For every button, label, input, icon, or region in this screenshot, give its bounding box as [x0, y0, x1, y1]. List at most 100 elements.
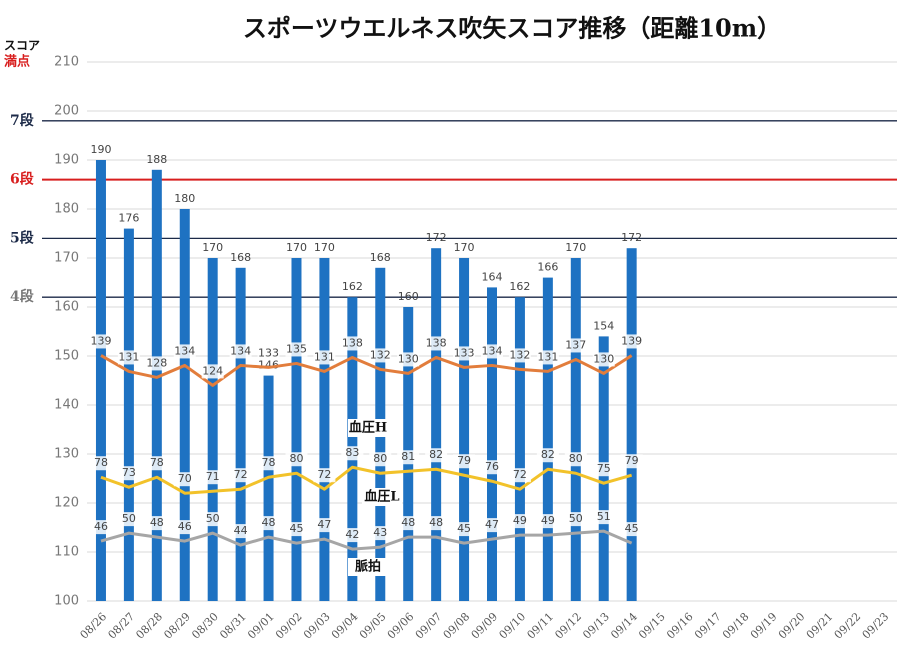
label-bg [313, 468, 336, 483]
label-bg [481, 344, 503, 359]
x-tick-label: 08/30 [189, 610, 221, 642]
series-value-label: 47 [317, 518, 331, 531]
label-bg [348, 558, 388, 576]
label-bg [425, 516, 448, 531]
series-value-label: 73 [122, 466, 136, 479]
label-bg [425, 336, 448, 351]
label-bg [397, 450, 420, 465]
label-bg [348, 419, 388, 437]
label-bg [508, 514, 531, 529]
reference-label: 7段 [10, 112, 34, 129]
label-bg [341, 336, 364, 351]
series-name: 血圧H [349, 420, 387, 436]
series-value-label: 128 [146, 356, 167, 369]
bar [514, 297, 525, 601]
y-tick-label: 160 [54, 300, 79, 315]
series-value-label: 49 [513, 514, 527, 527]
y-tick-label: 100 [54, 594, 79, 609]
series-value-label: 78 [94, 456, 108, 469]
value-label: 170 [314, 241, 335, 254]
series-value-label: 133 [454, 346, 475, 359]
label-bg [620, 522, 643, 537]
bar [291, 258, 302, 601]
bar [459, 258, 470, 601]
label-bg [145, 456, 168, 471]
series-value-label: 50 [206, 512, 220, 525]
x-tick-label: 08/28 [133, 610, 165, 642]
value-label: 180 [174, 192, 195, 205]
label-bg [620, 334, 643, 349]
label-bg [201, 364, 224, 379]
x-tick-label: 09/02 [273, 610, 305, 642]
label-bg [362, 488, 402, 506]
bar [431, 248, 442, 601]
series-value-label: 72 [513, 468, 527, 481]
label-bg [117, 512, 140, 527]
x-tick-label: 09/19 [748, 610, 780, 642]
x-tick-label: 09/11 [524, 610, 556, 642]
series-value-label: 130 [593, 352, 614, 365]
x-tick-label: 09/12 [552, 610, 584, 642]
label-bg [313, 518, 336, 533]
series-value-label: 131 [537, 350, 558, 363]
series-value-label: 132 [509, 348, 530, 361]
label-bg [508, 348, 531, 363]
label-bg [592, 510, 615, 525]
x-tick-label: 08/31 [217, 610, 249, 642]
label-bg [285, 522, 308, 537]
series-line [100, 354, 633, 387]
series-value-label: 79 [625, 454, 639, 467]
label-bg [201, 470, 224, 485]
x-tick-label: 09/10 [497, 610, 529, 642]
series-value-label: 44 [234, 524, 248, 537]
value-label: 162 [509, 280, 530, 293]
value-label: 166 [537, 261, 558, 274]
value-label: 172 [621, 231, 642, 244]
x-tick-label: 09/23 [860, 610, 892, 642]
y-tick-label: 170 [54, 251, 79, 266]
series-value-label: 130 [398, 352, 419, 365]
series-value-label: 80 [289, 452, 303, 465]
label-bg [369, 526, 392, 541]
label-bg [313, 350, 336, 365]
label-bg [341, 446, 364, 461]
series-value-label: 82 [429, 448, 443, 461]
bar [235, 267, 246, 601]
x-tick-label: 09/17 [692, 610, 724, 642]
series-value-label: 70 [178, 472, 192, 485]
label-bg [508, 468, 531, 483]
y-tick-label: 210 [54, 55, 79, 70]
reference-label: 5段 [10, 229, 34, 246]
series-value-label: 72 [234, 468, 248, 481]
label-bg [117, 350, 140, 365]
series-value-label: 78 [262, 456, 276, 469]
value-label: 170 [565, 241, 586, 254]
series-value-label: 83 [345, 446, 359, 459]
series-value-label: 50 [569, 512, 583, 525]
series-value-label: 135 [286, 342, 307, 355]
series-value-label: 81 [401, 450, 415, 463]
y-tick-label: 180 [54, 202, 79, 217]
y-tick-label: 110 [54, 545, 79, 560]
value-label: 168 [230, 251, 251, 264]
series-value-label: 45 [457, 522, 471, 535]
x-tick-label: 09/01 [245, 610, 277, 642]
value-label: 188 [146, 153, 167, 166]
label-bg [536, 448, 559, 463]
value-label: 176 [118, 212, 139, 225]
x-tick-label: 09/22 [832, 610, 864, 642]
label-bg [285, 452, 308, 467]
series-value-label: 82 [541, 448, 555, 461]
y-tick-label: 200 [54, 104, 79, 119]
x-tick-label: 09/07 [413, 610, 445, 642]
series-value-label: 133 [258, 346, 279, 359]
label-bg [397, 516, 420, 531]
label-bg [397, 352, 420, 367]
series-value-label: 72 [317, 468, 331, 481]
label-bg [564, 452, 587, 467]
series-value-label: 79 [457, 454, 471, 467]
series-value-label: 48 [401, 516, 415, 529]
series-value-label: 75 [597, 462, 611, 475]
series-line [100, 529, 633, 551]
label-bg [564, 512, 587, 527]
